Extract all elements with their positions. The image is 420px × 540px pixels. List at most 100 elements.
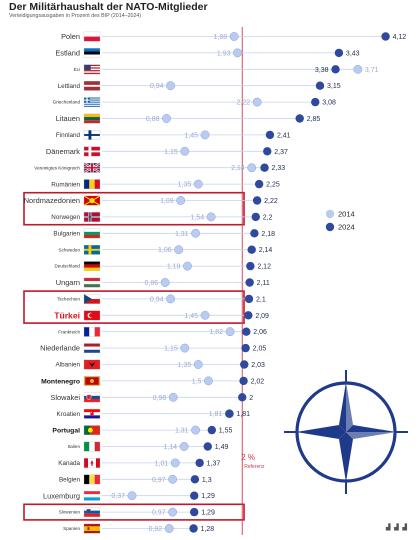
country-name: Spanien — [63, 526, 80, 531]
country-name: Niederlande — [40, 344, 80, 353]
label-2014: 1,82 — [209, 329, 223, 336]
label-2014: 0,94 — [150, 296, 164, 303]
country-name: Albanien — [55, 362, 80, 369]
country-row: Norwegen 1,54 2,2 — [51, 212, 273, 222]
flag-it-icon — [83, 441, 101, 452]
label-2014: 1,31 — [175, 428, 189, 435]
dot-2024 — [252, 196, 262, 205]
dot-2024 — [245, 278, 254, 287]
country-row: Finnland 1,45 2,41 — [56, 130, 291, 140]
dot-2014 — [203, 376, 213, 386]
flag-tr-icon — [83, 310, 101, 321]
label-2024: 2,02 — [251, 378, 265, 385]
flag-pt-icon — [83, 425, 101, 436]
page-title: Der Militärhaushalt der NATO-Mitglieder — [9, 1, 208, 13]
label-2024: 2,37 — [274, 149, 288, 156]
highlight-boxes — [23, 191, 245, 521]
dot-2014 — [233, 48, 242, 58]
label-2024: 2,03 — [251, 362, 265, 369]
country-name: Polen — [61, 32, 80, 41]
country-name: Kroatien — [57, 411, 81, 418]
country-name: Montenegro — [41, 378, 80, 385]
label-2024: 1,3 — [202, 477, 212, 484]
dot-2024 — [315, 81, 325, 90]
flag-sk-icon — [83, 392, 101, 403]
dot-2024 — [331, 65, 340, 74]
dot-2014 — [180, 343, 190, 353]
flag-no-icon — [83, 212, 101, 222]
reference-line-group: 2 % Referenz — [241, 27, 265, 535]
dot-2014 — [162, 114, 171, 123]
country-rows: Polen 1,88 4,12 Estland 1,93 3,43 EU 3,71 3,38 Le… — [24, 31, 406, 534]
flag-de-icon — [83, 261, 101, 272]
highlight-box-1 — [23, 191, 245, 226]
label-2014: 3,71 — [365, 67, 379, 74]
flag-bg-icon — [83, 228, 101, 239]
country-row: Portugal 1,31 1,55 — [52, 425, 233, 436]
label-2014: 1,01 — [155, 460, 169, 467]
dot-2014 — [200, 130, 210, 140]
country-name: Norwegen — [51, 214, 80, 221]
legend-dot-2014 — [325, 209, 335, 219]
country-row: Vereinigtes Königreich 2,14 2,33 — [34, 162, 285, 174]
country-row: Belgien 0,97 1,3 — [59, 474, 212, 485]
dot-2014 — [179, 442, 189, 451]
dot-2014 — [200, 310, 210, 320]
label-2024: 2,11 — [257, 280, 270, 287]
dot-2014 — [164, 524, 174, 533]
label-2024: 2,2 — [263, 214, 273, 221]
country-name: Lettland — [58, 83, 81, 90]
legend-label-2024: 2024 — [338, 223, 355, 232]
label-2024: 1,29 — [201, 493, 215, 500]
country-name: Slowenien — [59, 510, 81, 515]
country-row: Frankreich 1,82 2,06 — [58, 326, 267, 337]
flag-nl-icon — [83, 343, 101, 354]
dot-2014 — [252, 97, 262, 107]
legend: 2014 2024 — [325, 209, 355, 232]
label-2014: 1,19 — [167, 264, 181, 271]
flag-ee-icon — [83, 48, 101, 58]
dot-2014 — [225, 327, 235, 337]
flag-lt-icon — [83, 113, 101, 124]
dot-2014 — [166, 81, 176, 91]
flag-dk-icon — [83, 146, 101, 157]
label-2014: 0,97 — [152, 477, 166, 484]
dot-2014 — [180, 146, 190, 156]
highlight-box-2 — [23, 290, 245, 324]
legend-label-2014: 2014 — [338, 210, 355, 219]
dot-2014 — [170, 458, 180, 468]
dot-2024 — [244, 311, 253, 320]
dot-2024 — [246, 261, 255, 271]
flag-ro-icon — [83, 179, 101, 190]
label-2014: 1,35 — [178, 362, 192, 369]
country-row: Polen 1,88 4,12 — [61, 31, 406, 42]
dot-2014 — [247, 163, 257, 173]
dot-2024 — [190, 507, 199, 517]
country-row: Spanien 0,92 1,28 — [63, 523, 214, 534]
label-2024: 2,85 — [307, 116, 321, 123]
country-name: Estland — [55, 48, 80, 57]
label-2024: 2,09 — [255, 313, 269, 320]
label-2024: 1,55 — [219, 428, 233, 435]
label-2024: 2,12 — [257, 264, 271, 271]
flag-si-icon — [83, 507, 101, 518]
label-2024: 1,81 — [236, 411, 250, 418]
dot-2014 — [168, 392, 178, 402]
label-2014: 2,22 — [236, 100, 250, 107]
label-2024: 2,1 — [256, 296, 266, 303]
dot-2014 — [176, 196, 186, 205]
legend-dot-2024 — [325, 222, 335, 232]
label-2024: 2,18 — [261, 231, 275, 238]
country-name: Luxemburg — [43, 491, 80, 500]
country-row: Bulgarien 1,31 2,18 — [53, 228, 275, 239]
label-2014: 1,09 — [160, 198, 174, 205]
label-2024: 2,22 — [264, 198, 278, 205]
label-2014: 1,06 — [158, 247, 172, 254]
country-name: Italien — [68, 444, 81, 449]
dot-2024 — [239, 376, 248, 386]
country-name: Ungarn — [56, 278, 80, 287]
dot-2024 — [247, 245, 256, 254]
country-row: Italien 1,14 1,49 — [68, 441, 228, 452]
dot-2024 — [263, 147, 272, 156]
country-row: Lettland 0,94 3,15 — [58, 80, 341, 91]
